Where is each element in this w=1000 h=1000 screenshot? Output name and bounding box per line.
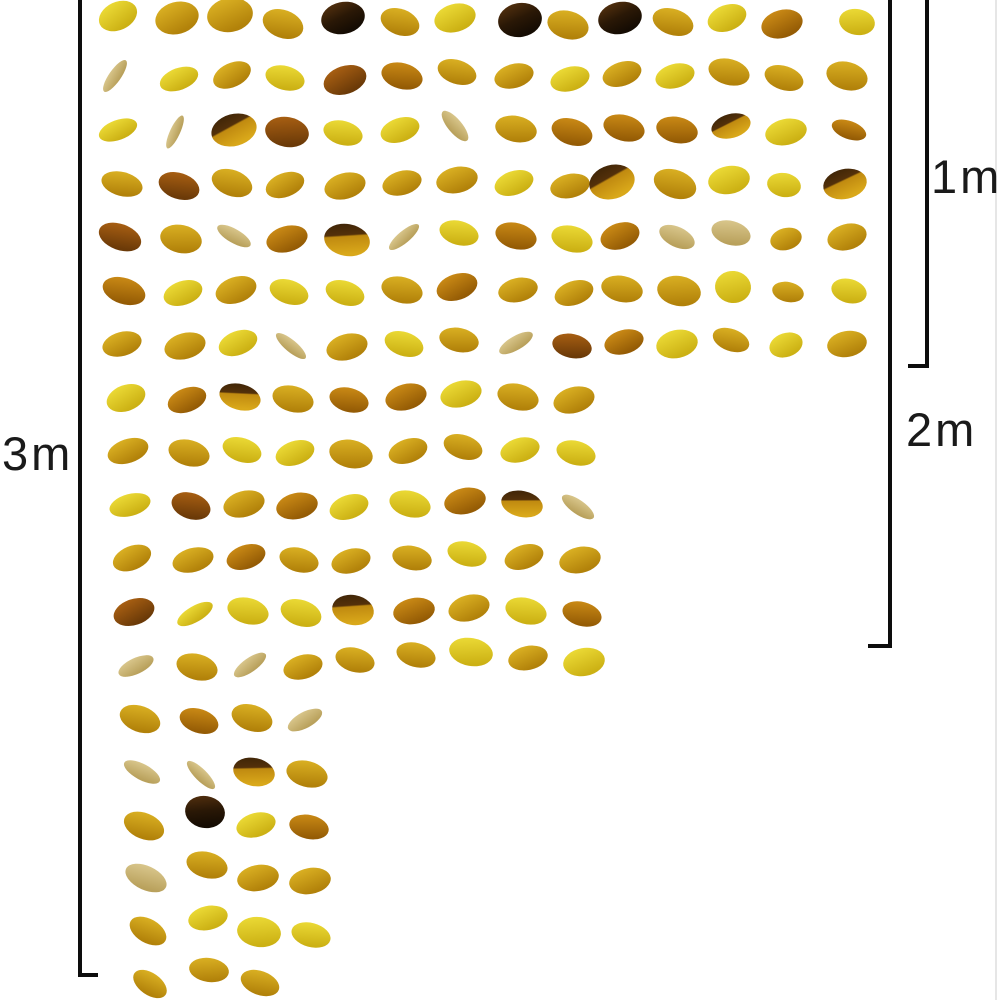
strand-2m-4: [494, 2, 548, 671]
strand-1m-5: [823, 8, 875, 358]
length-label-1m: 1m: [931, 150, 1000, 203]
strand-3m-4: [262, 9, 331, 948]
strand-1m-2: [652, 8, 701, 359]
bracket-1m-tick: [908, 364, 929, 368]
strand-1m-1: [589, 1, 645, 355]
length-label-2m: 2m: [906, 403, 978, 456]
strand-2m-5: [547, 10, 605, 677]
strand-2m-2: [380, 7, 436, 668]
bracket-3m-tick: [78, 973, 98, 977]
bracket-3m-line: [78, 0, 82, 977]
bracket-2m-line: [888, 0, 892, 648]
bracket-1m-line: [925, 0, 929, 368]
strand-3m-1: [98, 0, 167, 999]
length-label-3m: 3m: [2, 427, 74, 480]
strand-1m-3: [707, 3, 751, 353]
strand-2m-3: [434, 3, 493, 667]
strand-3m-3: [207, 0, 281, 997]
bracket-2m-tick: [868, 644, 892, 648]
strand-2m-1: [321, 1, 375, 673]
photo-edge-line: [995, 0, 997, 1000]
strand-3m-2: [155, 1, 229, 983]
strand-1m-4: [761, 9, 807, 358]
